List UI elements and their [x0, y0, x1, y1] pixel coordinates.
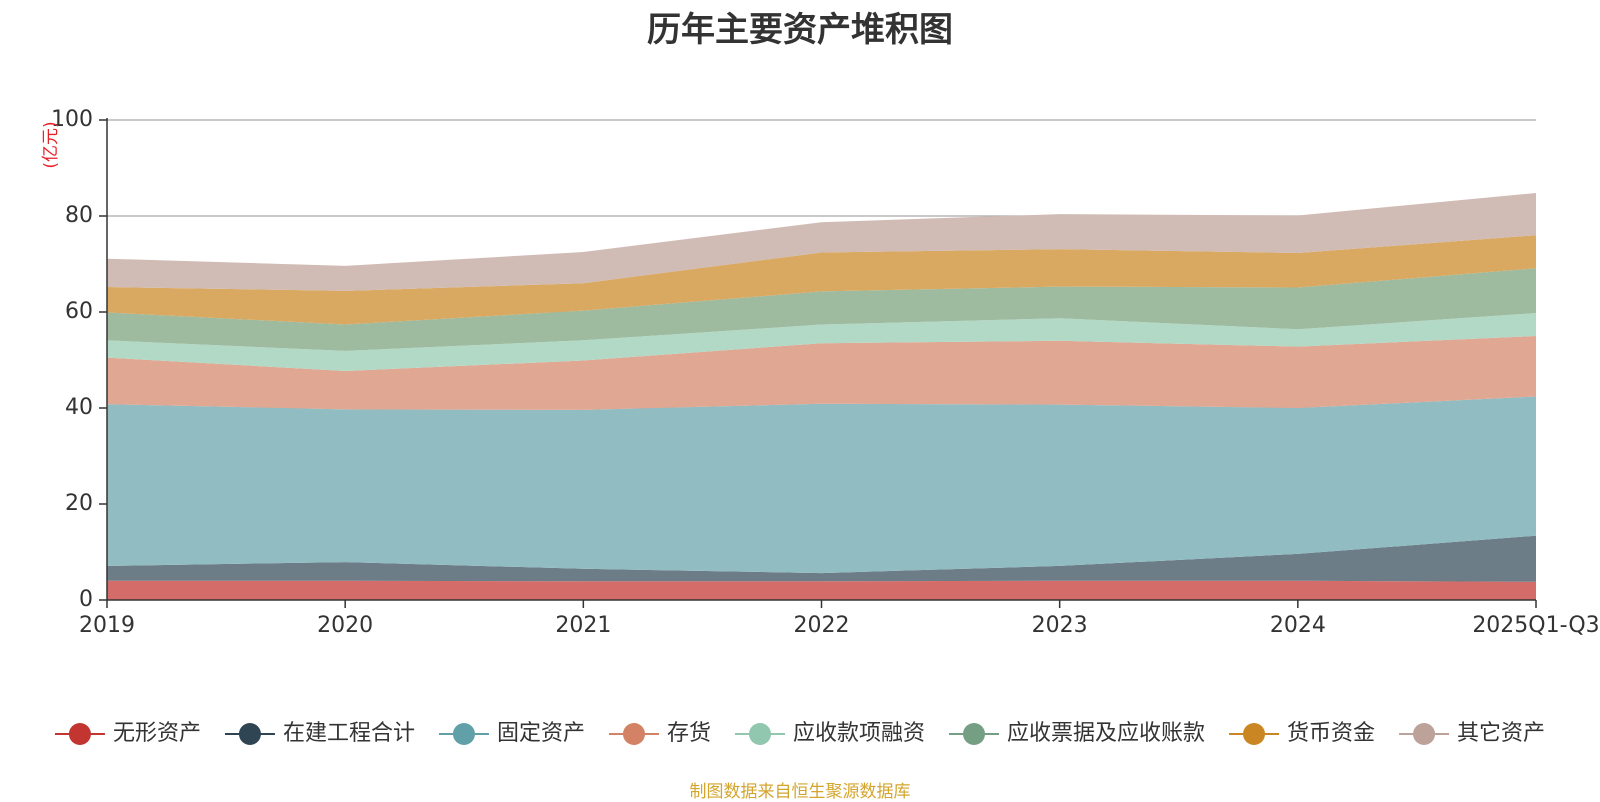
legend-marker-icon	[452, 723, 475, 745]
x-tick-label: 2022	[794, 613, 850, 638]
legend-item[interactable]: 固定资产	[438, 721, 585, 746]
x-tick-label: 2023	[1032, 613, 1088, 638]
legend-item[interactable]: 存货	[608, 721, 711, 746]
x-tick-label: 2025Q1-Q3	[1472, 613, 1599, 638]
legend-item[interactable]: 应收票据及应收账款	[949, 721, 1205, 746]
legend-marker-icon	[1413, 723, 1436, 745]
legend-label: 其它资产	[1457, 721, 1545, 746]
legend-item[interactable]: 其它资产	[1399, 721, 1545, 746]
chart-title: 历年主要资产堆积图	[647, 10, 953, 50]
legend-marker-icon	[68, 723, 91, 745]
area-series-7	[107, 193, 1536, 291]
x-tick-label: 2021	[555, 613, 611, 638]
y-tick-label: 60	[65, 299, 93, 324]
legend-marker-icon	[238, 723, 261, 745]
y-axis-unit-label: (亿元)	[41, 121, 61, 168]
area-series-4	[107, 313, 1536, 371]
legend-label: 无形资产	[113, 721, 201, 746]
legend-item[interactable]: 在建工程合计	[224, 721, 415, 746]
y-tick-label: 100	[51, 107, 93, 132]
source-note: 制图数据来自恒生聚源数据库	[689, 782, 911, 802]
legend-marker-icon	[749, 723, 771, 745]
area-series-6	[107, 235, 1536, 325]
area-layer	[107, 193, 1536, 600]
area-series-1	[107, 535, 1536, 582]
x-tick-label: 2020	[317, 613, 373, 638]
y-tick-label: 80	[65, 203, 93, 228]
legend-marker-icon	[622, 723, 645, 745]
legend-item[interactable]: 应收款项融资	[735, 721, 925, 746]
legend-item[interactable]: 无形资产	[54, 721, 201, 746]
x-tick-label: 2019	[79, 613, 135, 638]
legend-label: 在建工程合计	[283, 721, 415, 746]
legend-label: 应收款项融资	[793, 721, 925, 746]
area-series-5	[107, 268, 1536, 351]
legend-item[interactable]: 货币资金	[1229, 721, 1375, 746]
axis-layer: 0 20 40 60 80 100 2019 2020 2021 2022 2023 2024 2025…	[51, 107, 1600, 638]
area-series-0	[107, 580, 1536, 600]
y-tick-label: 40	[65, 395, 93, 420]
area-series-2	[107, 396, 1536, 574]
legend-label: 货币资金	[1287, 721, 1375, 746]
legend-marker-icon	[963, 723, 986, 745]
y-tick-label: 20	[65, 491, 93, 516]
legend[interactable]: 无形资产 在建工程合计 固定资产 存货 应收款项融资 应收票据及应收账款 货币资金 其它资产	[54, 721, 1545, 746]
x-tick-label: 2024	[1270, 613, 1326, 638]
legend-label: 应收票据及应收账款	[1007, 721, 1205, 746]
y-tick-label: 0	[79, 587, 93, 612]
legend-marker-icon	[1243, 723, 1266, 745]
legend-label: 存货	[667, 721, 711, 746]
legend-label: 固定资产	[497, 721, 585, 746]
area-series-3	[107, 336, 1536, 410]
